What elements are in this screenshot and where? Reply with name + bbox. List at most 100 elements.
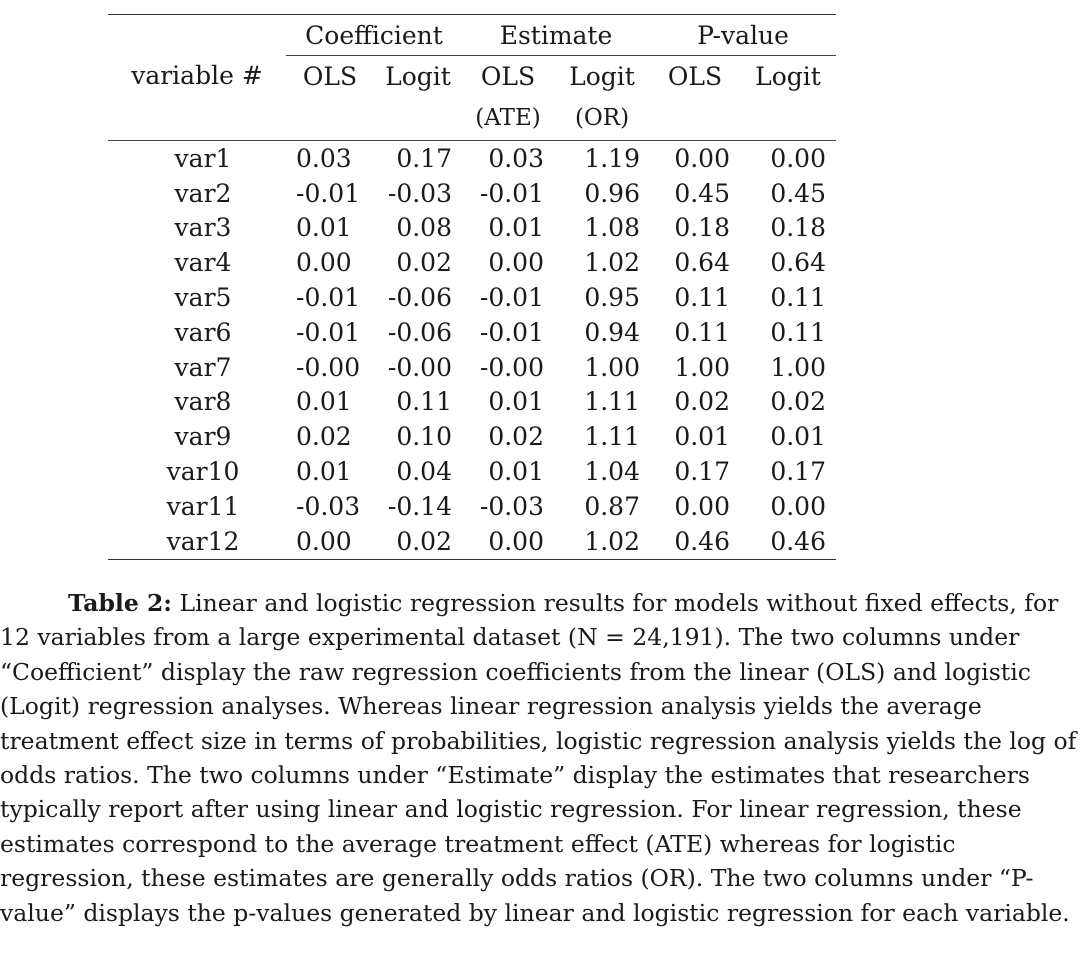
stub-header: variable # [131,61,263,91]
value-cell: 0.18 [674,213,730,243]
value-cell: 0.02 [674,387,730,417]
value-cell: -0.00 [479,352,544,382]
column-header: Logit [569,61,635,91]
value-cell: 0.00 [770,491,826,521]
value-cell: 0.11 [770,317,826,347]
value-cell: 0.01 [296,387,352,417]
column-header: OLS [480,61,536,91]
value-cell: 0.01 [296,213,352,243]
value-cell: -0.01 [479,317,544,347]
value-cell: 1.19 [584,143,640,173]
value-cell: 0.45 [674,178,730,208]
value-cell: 0.00 [488,526,544,556]
variable-cell: var9 [174,422,232,452]
value-cell: 0.02 [770,387,826,417]
group-header-p-value: P-value [650,14,836,56]
value-cell: 0.02 [396,526,452,556]
value-cell: 1.11 [584,422,640,452]
value-cell: 0.11 [674,317,730,347]
value-cell: -0.00 [296,352,361,382]
column-header: OLS [667,61,723,91]
value-cell: 1.00 [674,352,730,382]
value-cell: 0.01 [488,213,544,243]
value-cell: 0.00 [488,248,544,278]
value-cell: 1.04 [584,457,640,487]
value-cell: 0.01 [674,422,730,452]
value-cell: 0.11 [396,387,452,417]
value-cell: 0.17 [396,143,452,173]
table-row: var11 -0.03 -0.14 -0.03 0.87 0.00 0.00 [108,489,836,524]
value-cell: 0.00 [674,491,730,521]
value-cell: 0.46 [674,526,730,556]
table-row: var12 0.00 0.02 0.00 1.02 0.46 0.46 [108,524,836,560]
value-cell: -0.00 [387,352,452,382]
value-cell: 0.00 [296,248,352,278]
value-cell: 0.04 [396,457,452,487]
value-cell: 0.11 [770,283,826,313]
column-header: Logit [755,61,821,91]
table-row: var6 -0.01 -0.06 -0.01 0.94 0.11 0.11 [108,315,836,350]
column-header: OLS [302,61,358,91]
variable-cell: var6 [174,317,232,347]
variable-cell: var12 [166,526,240,556]
value-cell: 0.18 [770,213,826,243]
value-cell: -0.06 [387,317,452,347]
value-cell: 0.96 [584,178,640,208]
value-cell: 0.95 [584,283,640,313]
variable-cell: var8 [174,387,232,417]
value-cell: 0.87 [584,491,640,521]
value-cell: 0.00 [296,526,352,556]
sub-header: (ATE) [475,104,541,131]
sub-header: (OR) [574,104,630,131]
variable-cell: var5 [174,283,232,313]
caption-label: Table 2: [68,589,172,617]
value-cell: -0.03 [296,491,361,521]
column-header-row: variable # OLS Logit OLS Logit OLS Logit [108,56,836,97]
variable-cell: var3 [174,213,232,243]
table-row: var1 0.03 0.17 0.03 1.19 0.00 0.00 [108,140,836,176]
table-row: var5 -0.01 -0.06 -0.01 0.95 0.11 0.11 [108,280,836,315]
value-cell: -0.01 [479,178,544,208]
table-row: var4 0.00 0.02 0.00 1.02 0.64 0.64 [108,245,836,280]
group-header-estimate: Estimate [462,14,650,56]
value-cell: 1.02 [584,526,640,556]
stub-spacer [108,96,286,141]
sub-header-row: (ATE) (OR) [108,96,836,141]
value-cell: 0.01 [770,422,826,452]
table-row: var3 0.01 0.08 0.01 1.08 0.18 0.18 [108,211,836,246]
table-row: var7 -0.00 -0.00 -0.00 1.00 1.00 1.00 [108,350,836,385]
stub-spacer [108,15,286,56]
group-header-coefficient: Coefficient [286,14,462,56]
value-cell: 0.03 [488,143,544,173]
variable-cell: var2 [174,178,232,208]
value-cell: 0.64 [674,248,730,278]
regression-table-container: Coefficient Estimate P-value variable # … [108,14,836,560]
table-row: var8 0.01 0.11 0.01 1.11 0.02 0.02 [108,385,836,420]
value-cell: 0.02 [396,248,452,278]
value-cell: -0.03 [387,178,452,208]
sub-header [650,96,740,141]
value-cell: 0.02 [488,422,544,452]
value-cell: -0.01 [296,178,361,208]
variable-cell: var7 [174,352,232,382]
sub-header [374,96,462,141]
value-cell: 0.11 [674,283,730,313]
value-cell: -0.01 [296,317,361,347]
variable-cell: var11 [166,491,240,521]
value-cell: -0.01 [296,283,361,313]
value-cell: 1.11 [584,387,640,417]
value-cell: 0.00 [770,143,826,173]
variable-cell: var4 [174,248,232,278]
value-cell: -0.03 [479,491,544,521]
value-cell: 0.03 [296,143,352,173]
value-cell: 1.08 [584,213,640,243]
group-header-row: Coefficient Estimate P-value [108,14,836,56]
sub-header [740,96,836,141]
variable-cell: var1 [174,143,232,173]
table-row: var10 0.01 0.04 0.01 1.04 0.17 0.17 [108,454,836,489]
value-cell: 0.10 [396,422,452,452]
value-cell: 1.00 [770,352,826,382]
value-cell: 0.94 [584,317,640,347]
regression-table: Coefficient Estimate P-value variable # … [108,14,836,560]
value-cell: 0.64 [770,248,826,278]
